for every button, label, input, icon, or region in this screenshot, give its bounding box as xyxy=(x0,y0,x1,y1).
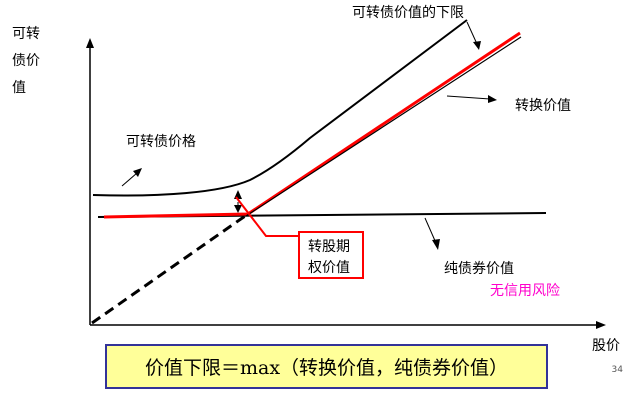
cb-price-label: 可转债价格 xyxy=(126,134,196,150)
option-connector xyxy=(235,196,298,237)
page-number: 34 xyxy=(611,365,623,375)
conversion-value-arrowhead xyxy=(488,95,497,103)
upper-bound-pointer xyxy=(466,21,478,45)
conversion-value-pointer xyxy=(446,95,491,100)
no-credit-risk-label: 无信用风险 xyxy=(490,283,560,299)
bond-value-arrowhead xyxy=(432,239,440,250)
y-axis-label-line-1: 可转 xyxy=(12,26,40,42)
cb-price-curve xyxy=(92,19,468,197)
option-label-line-2: 权价值 xyxy=(308,260,350,276)
option-value-box xyxy=(298,231,364,279)
option-gap-arrowhead-down xyxy=(234,205,242,213)
value-floor-line xyxy=(103,31,521,219)
y-axis-arrow xyxy=(86,38,94,48)
bond-value-label: 纯债券价值 xyxy=(444,261,514,277)
conversion-value-dashed-line xyxy=(91,212,249,325)
cb-price-pointer xyxy=(121,172,138,187)
formula-box: 价值下限＝max（转换价值，纯债券价值） xyxy=(105,344,548,389)
conversion-value-label: 转换价值 xyxy=(515,97,571,114)
upper-bound-arrowhead xyxy=(473,41,481,50)
x-axis-label: 股价 xyxy=(592,338,620,354)
upper-bound-label: 可转债价值的下限 xyxy=(352,5,464,21)
y-axis-label-line-2: 债价 xyxy=(12,53,40,69)
bond-value-pointer xyxy=(424,217,437,244)
formula-text: 价值下限＝max（转换价值，纯债券价值） xyxy=(144,357,509,379)
cb-price-arrowhead xyxy=(133,168,142,177)
y-axis-label-line-3: 值 xyxy=(12,80,26,96)
option-label-line-1: 转股期 xyxy=(308,239,350,255)
conversion-value-line xyxy=(245,36,522,217)
option-gap-arrowhead-up xyxy=(234,190,242,199)
x-axis-arrow xyxy=(596,321,606,329)
